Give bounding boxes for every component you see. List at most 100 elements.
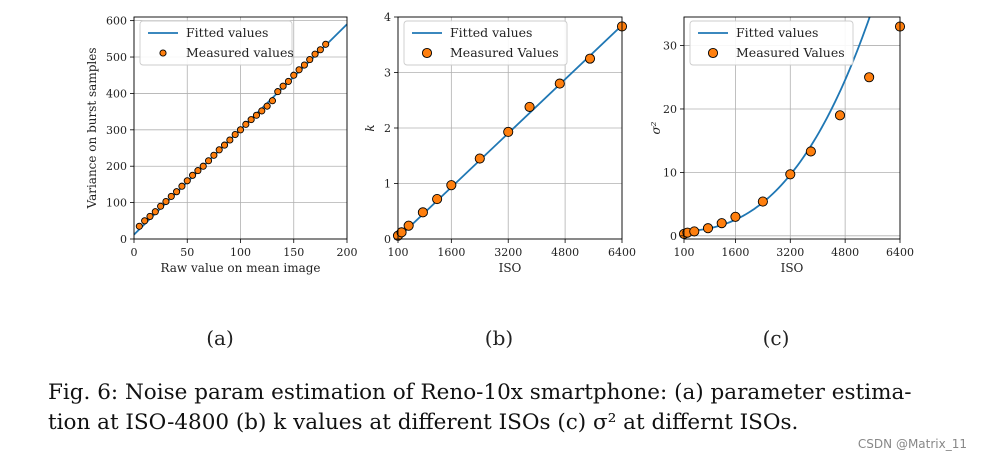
data-point bbox=[322, 40, 330, 48]
data-point bbox=[432, 193, 443, 205]
data-point bbox=[157, 202, 165, 210]
x-tick-label: 4800 bbox=[831, 246, 859, 259]
axes-frame bbox=[683, 16, 901, 240]
data-point bbox=[284, 77, 292, 85]
legend-box bbox=[139, 20, 293, 66]
data-point bbox=[236, 126, 245, 134]
x-axis-label: ISO bbox=[781, 261, 804, 275]
y-tick-label: 3 bbox=[384, 67, 391, 80]
data-point bbox=[417, 207, 428, 218]
data-point bbox=[183, 177, 191, 185]
legend-marker-swatch bbox=[421, 47, 433, 59]
data-point bbox=[162, 197, 170, 206]
y-tick-label: 4 bbox=[384, 11, 391, 24]
y-tick-label: 500 bbox=[106, 51, 127, 64]
x-tick-label: 50 bbox=[180, 246, 194, 259]
y-tick-label: 300 bbox=[106, 124, 127, 137]
y-tick-label: 0 bbox=[670, 230, 677, 243]
data-point bbox=[474, 153, 485, 164]
data-point bbox=[274, 88, 282, 96]
data-point bbox=[503, 126, 514, 137]
data-point bbox=[226, 136, 234, 144]
data-point bbox=[716, 218, 727, 229]
data-point bbox=[306, 56, 314, 64]
y-tick-label: 0 bbox=[384, 233, 391, 246]
data-point bbox=[141, 217, 149, 225]
data-point bbox=[834, 110, 846, 121]
data-point bbox=[146, 212, 154, 220]
subfigure-label-c: (c) bbox=[763, 326, 790, 350]
x-tick-label: 6400 bbox=[886, 246, 914, 259]
data-point bbox=[189, 171, 197, 179]
x-tick-label: 1600 bbox=[437, 246, 465, 259]
y-axis-label: k bbox=[363, 124, 377, 131]
data-point bbox=[316, 46, 324, 54]
x-tick-label: 150 bbox=[283, 246, 304, 259]
legend-label-fitted: Fitted values bbox=[450, 25, 532, 40]
data-point bbox=[231, 131, 239, 139]
y-tick-label: 1 bbox=[384, 178, 391, 191]
data-point bbox=[252, 111, 261, 119]
figure-caption: Fig. 6: Noise param estimation of Reno-1… bbox=[48, 378, 958, 438]
data-point bbox=[805, 146, 816, 157]
data-point bbox=[268, 97, 277, 105]
data-point bbox=[785, 169, 796, 180]
y-tick-label: 200 bbox=[106, 160, 127, 173]
data-point bbox=[220, 141, 229, 149]
data-point bbox=[210, 151, 218, 159]
data-point bbox=[730, 211, 741, 222]
data-point bbox=[199, 162, 207, 170]
data-point bbox=[135, 222, 143, 230]
x-tick-label: 200 bbox=[337, 246, 358, 259]
subfigure-label-a: (a) bbox=[206, 326, 234, 350]
chart-c-sigma2-vs-iso: 100 1600 3200 4800 6400 0 10 20 30 ISO σ² Fitted va… bbox=[649, 16, 914, 275]
x-tick-label: 100 bbox=[674, 246, 695, 259]
y-axis-label: Variance on burst samples bbox=[85, 48, 99, 210]
y-tick-label: 10 bbox=[663, 166, 677, 179]
watermark: CSDN @Matrix_11 bbox=[857, 437, 967, 451]
y-tick-label: 400 bbox=[106, 87, 127, 100]
data-point bbox=[215, 146, 223, 154]
data-point bbox=[689, 226, 700, 237]
legend-label-measured: Measured values bbox=[186, 45, 294, 60]
data-point bbox=[151, 208, 159, 216]
data-point bbox=[446, 180, 457, 191]
legend-box bbox=[403, 20, 568, 66]
data-point bbox=[258, 107, 266, 115]
y-tick-label: 600 bbox=[106, 15, 127, 28]
data-point bbox=[178, 182, 186, 190]
y-axis-label: σ² bbox=[649, 121, 663, 134]
x-tick-label: 3200 bbox=[494, 246, 522, 259]
legend-box bbox=[689, 20, 854, 66]
legend-label-fitted: Fitted values bbox=[186, 25, 268, 40]
data-point bbox=[300, 61, 308, 69]
x-tick-label: 100 bbox=[388, 246, 409, 259]
y-tick-label: 30 bbox=[663, 40, 677, 53]
x-axis-label: Raw value on mean image bbox=[160, 261, 320, 275]
y-tick-label: 20 bbox=[663, 103, 677, 116]
data-point bbox=[403, 220, 414, 231]
data-point bbox=[167, 192, 175, 200]
x-tick-label: 0 bbox=[131, 246, 138, 259]
data-point bbox=[396, 227, 407, 238]
data-point bbox=[702, 223, 714, 234]
x-tick-label: 100 bbox=[230, 246, 251, 259]
legend-label-measured: Measured Values bbox=[736, 45, 845, 60]
y-tick-label: 100 bbox=[106, 197, 127, 210]
data-point bbox=[584, 53, 596, 64]
data-point bbox=[757, 196, 768, 207]
y-tick-label: 0 bbox=[120, 233, 127, 246]
chart-b-k-vs-iso: 100 1600 3200 4800 6400 0 1 2 3 4 ISO k Fitted value… bbox=[363, 11, 636, 275]
data-point bbox=[194, 167, 202, 175]
x-tick-label: 3200 bbox=[776, 246, 804, 259]
y-tick-label: 2 bbox=[384, 122, 391, 135]
x-tick-label: 4800 bbox=[551, 246, 579, 259]
data-point bbox=[311, 50, 319, 58]
data-point bbox=[247, 116, 255, 124]
data-point bbox=[263, 102, 271, 110]
x-axis-label: ISO bbox=[499, 261, 522, 275]
data-point bbox=[173, 188, 181, 196]
data-point bbox=[242, 120, 250, 128]
data-point bbox=[864, 72, 875, 83]
data-point bbox=[524, 101, 535, 112]
